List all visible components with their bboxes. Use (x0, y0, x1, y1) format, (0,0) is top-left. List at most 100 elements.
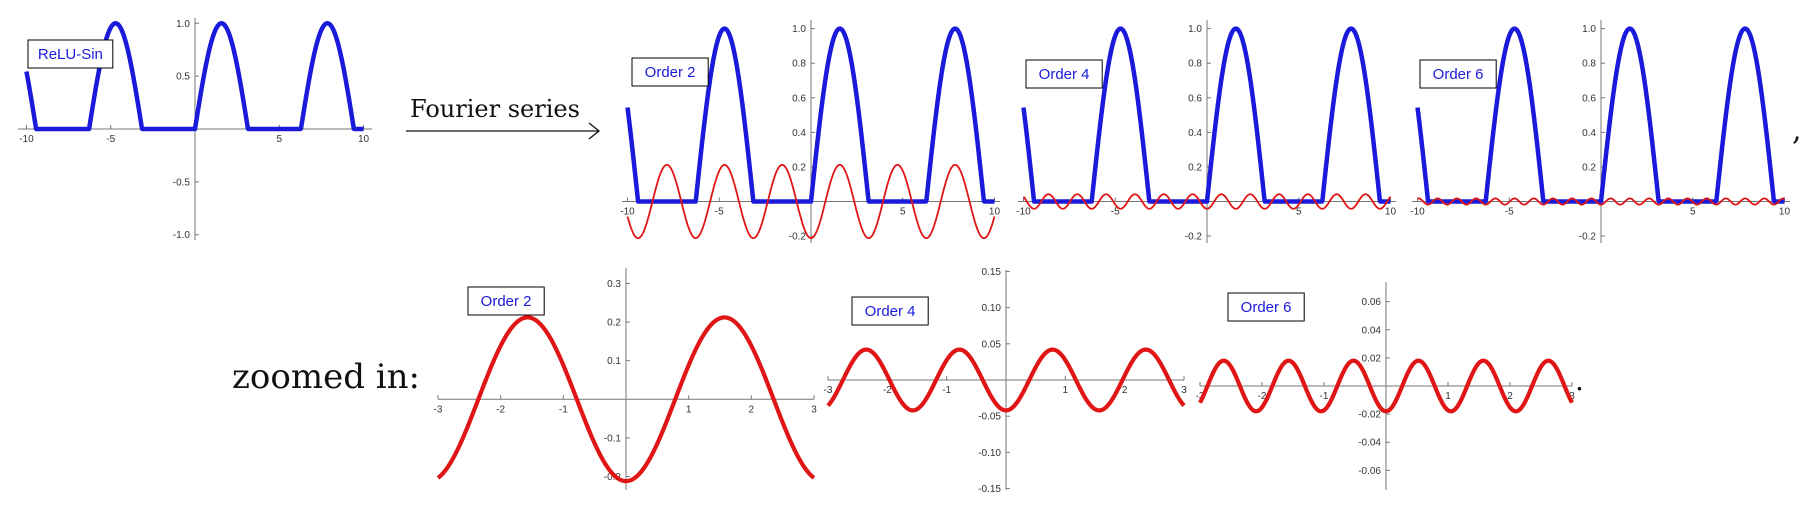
x-tick-label: 10 (1779, 207, 1791, 218)
y-tick-label: 0.8 (1188, 59, 1202, 70)
y-tick-label: -0.05 (978, 412, 1001, 423)
trailing-comma: , (1792, 113, 1802, 148)
x-tick-label: 3 (811, 404, 817, 415)
legend-frame (1227, 292, 1305, 322)
x-tick-label: -5 (715, 207, 724, 218)
chart-zoom-order-4: -3 -2 -1 1 2 3 -0.15 -0.10 -0.05 0.05 0.10 0.15 Orde… (824, 267, 1188, 495)
y-tick-label: -0.2 (1579, 232, 1597, 243)
x-tick-label: -3 (434, 404, 443, 415)
legend-box: Order 6 (1419, 59, 1497, 89)
x-tick-label: 5 (1296, 207, 1302, 218)
y-tick-label: 0.6 (1582, 93, 1596, 104)
series-error-line (826, 347, 1186, 413)
x-tick-label: 1 (1445, 391, 1451, 402)
y-tick-label: 1.0 (176, 19, 190, 30)
x-tick-label: -10 (19, 134, 34, 145)
x-tick-label: 3 (1569, 391, 1575, 402)
chart-order-4: -10 -5 5 10 -0.2 0.2 0.4 0.6 0.8 1.0 Order 4 (1016, 20, 1396, 243)
x-tick-label: 2 (749, 404, 755, 415)
y-tick-label: 1.0 (792, 24, 806, 35)
series-error-line (1198, 358, 1574, 414)
legend-frame (1419, 59, 1497, 89)
y-tick-label: 0.5 (176, 72, 190, 83)
y-tick-label: -0.1 (604, 433, 622, 444)
x-tick-label: 5 (1690, 207, 1696, 218)
zoom-label: zoomed in: (232, 357, 420, 397)
legend-frame (851, 296, 929, 326)
x-tick-label: -1 (1320, 391, 1329, 402)
trailing-period: . (1575, 364, 1584, 397)
legend-label: Order 2 (645, 64, 696, 81)
x-tick-label: 5 (277, 134, 283, 145)
x-tick-label: 10 (358, 134, 370, 145)
x-tick-label: -10 (1410, 207, 1425, 218)
series-relu-sin-line (625, 26, 997, 204)
series-error-line (1022, 193, 1392, 210)
y-tick-label: 0.2 (1582, 162, 1596, 173)
legend-box: Order 2 (467, 286, 545, 316)
y-tick-label: -0.15 (978, 484, 1001, 495)
legend-frame (27, 39, 114, 69)
y-tick-label: 1.0 (1188, 24, 1202, 35)
y-tick-label: 0.4 (1188, 128, 1202, 139)
y-tick-label: 0.2 (1188, 162, 1202, 173)
y-tick-label: 1.0 (1582, 24, 1596, 35)
x-tick-label: -2 (496, 404, 505, 415)
legend-frame (1025, 59, 1103, 89)
legend-label: Order 2 (481, 293, 532, 310)
arrow-head-icon (588, 122, 601, 140)
y-tick-label: 0.2 (792, 162, 806, 173)
y-tick-label: -1.0 (173, 230, 191, 241)
series-error-line (626, 163, 996, 240)
x-tick-label: -5 (106, 134, 115, 145)
chart-zoom-order-6: -3 -2 -1 1 2 3 -0.06 -0.04 -0.02 0.02 0.04 0.06 Orde… (1196, 282, 1575, 490)
y-tick-label: 0.3 (607, 279, 621, 290)
x-tick-label: -5 (1505, 207, 1514, 218)
x-tick-label: -3 (824, 385, 833, 396)
y-tick-label: 0.05 (982, 339, 1002, 350)
y-tick-label: -0.02 (1358, 410, 1381, 421)
y-tick-label: -0.04 (1358, 438, 1381, 449)
legend-frame (467, 286, 545, 316)
legend-box: Order 4 (1025, 59, 1103, 89)
legend-box: Order 4 (851, 296, 929, 326)
x-tick-label: 5 (900, 207, 906, 218)
chart-zoom-order-2: -3 -2 -1 1 2 3 -0.2 -0.1 0.1 0.2 0.3 Order 2 (434, 268, 817, 490)
y-tick-label: 0.2 (607, 318, 621, 329)
series-relu-sin-line (24, 21, 366, 132)
legend-label: Order 6 (1241, 299, 1292, 316)
y-tick-label: 0.04 (1362, 325, 1382, 336)
x-tick-label: -1 (559, 404, 568, 415)
y-tick-label: 0.1 (607, 356, 621, 367)
x-tick-label: -2 (883, 385, 892, 396)
x-tick-label: 3 (1181, 385, 1187, 396)
legend-label: ReLU-Sin (38, 46, 103, 63)
legend-label: Order 4 (1039, 66, 1090, 83)
x-tick-label: 10 (1385, 207, 1397, 218)
x-tick-label: -10 (1016, 207, 1031, 218)
arrow-label: Fourier series (410, 95, 580, 123)
legend-box: Order 2 (631, 57, 709, 87)
y-tick-label: 0.4 (792, 128, 806, 139)
chart-order-6: -10 -5 5 10 -0.2 0.2 0.4 0.6 0.8 1.0 Order 6 (1410, 20, 1790, 243)
y-tick-label: 0.8 (792, 59, 806, 70)
series-relu-sin-line (1415, 26, 1787, 204)
x-tick-label: 2 (1122, 385, 1128, 396)
y-tick-label: 0.10 (982, 303, 1002, 314)
x-tick-label: 10 (989, 207, 1001, 218)
y-tick-label: 0.4 (1582, 128, 1596, 139)
x-tick-label: -5 (1111, 207, 1120, 218)
x-tick-label: 1 (1063, 385, 1069, 396)
y-tick-label: -0.2 (1185, 232, 1203, 243)
x-tick-label: -3 (1196, 391, 1205, 402)
y-tick-label: 0.8 (1582, 59, 1596, 70)
y-tick-label: -0.06 (1358, 466, 1381, 477)
y-tick-label: -0.2 (789, 232, 807, 243)
y-tick-label: 0.06 (1362, 297, 1382, 308)
x-tick-label: 2 (1507, 391, 1513, 402)
legend-label: Order 6 (1433, 66, 1484, 83)
series-error-line (1417, 197, 1785, 206)
chart-order-2: -10 -5 5 10 -0.2 0.2 0.4 0.6 0.8 1.0 Order 2 (620, 20, 1000, 243)
y-tick-label: -0.10 (978, 448, 1001, 459)
